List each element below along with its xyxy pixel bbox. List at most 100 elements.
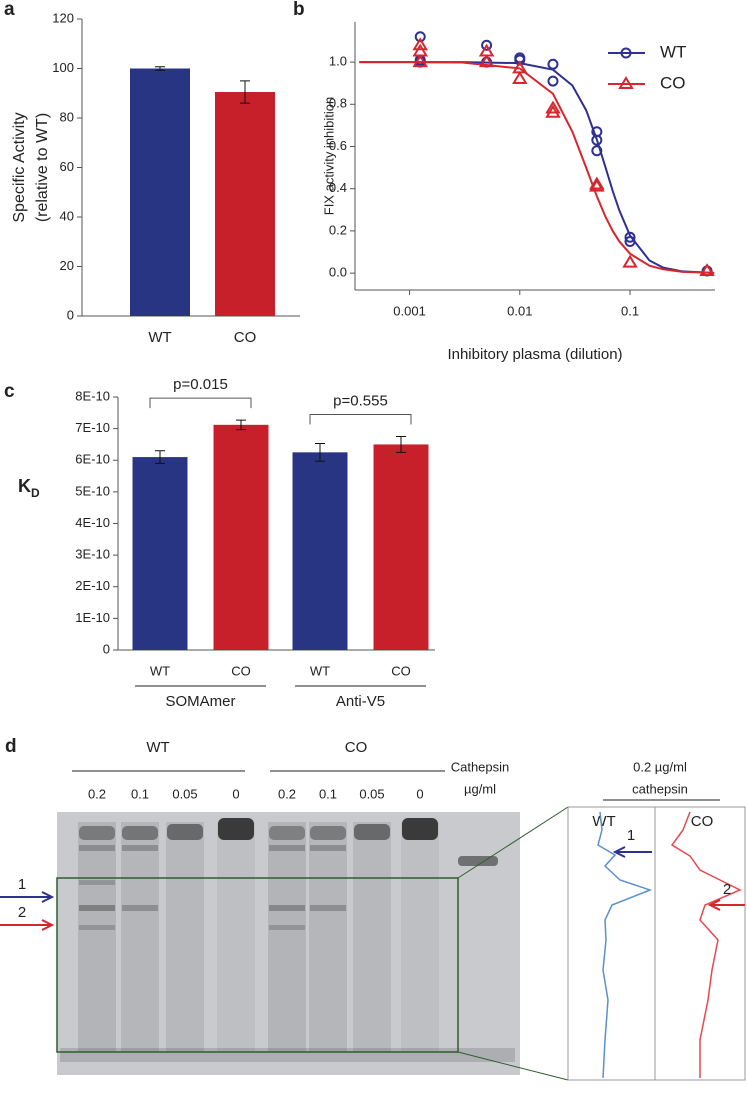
arrow <box>707 899 745 911</box>
unit-label: Cathepsin <box>451 759 510 774</box>
y-axis-title: Specific Activity <box>11 112 28 222</box>
y-tick-label: 0.8 <box>329 96 347 111</box>
y-tick-label: 80 <box>60 109 74 124</box>
y-tick-label: 7E-10 <box>75 420 110 435</box>
arrow-label: 2 <box>723 881 731 898</box>
x-axis-title: Inhibitory plasma (dilution) <box>447 346 622 363</box>
panel-label: c <box>4 381 15 402</box>
bracket <box>309 414 412 425</box>
arrow-label: 1 <box>627 827 635 844</box>
y-tick-label: 0 <box>67 307 74 322</box>
group-label: WT <box>146 739 169 756</box>
bar <box>373 444 429 650</box>
lane-label: 0 <box>416 786 423 801</box>
error-bar <box>315 442 325 462</box>
data-point <box>624 235 636 247</box>
y-tick-label: 0 <box>103 641 110 656</box>
legend-label: CO <box>660 73 686 92</box>
y-axis-title: (relative to WT) <box>34 113 51 222</box>
data-point <box>547 75 559 87</box>
data-point <box>589 176 605 190</box>
inset-title: cathepsin <box>632 781 688 796</box>
x-tick-label: CO <box>231 663 251 678</box>
x-tick-label: CO <box>391 663 411 678</box>
arrow <box>0 891 55 903</box>
bracket <box>149 397 252 409</box>
legend-label: WT <box>660 42 686 61</box>
y-tick-label: 1E-10 <box>75 610 110 625</box>
data-point <box>545 104 561 118</box>
y-axis-title: K <box>18 476 31 496</box>
bar <box>215 92 275 316</box>
bar <box>213 424 269 650</box>
data-point <box>481 39 493 51</box>
data-point <box>414 31 426 43</box>
inset-box <box>567 806 746 1081</box>
x-tick-label: WT <box>150 663 170 678</box>
arrow <box>612 846 652 858</box>
y-tick-label: 2E-10 <box>75 578 110 593</box>
panel-label: b <box>293 0 305 20</box>
lane-label: 0.1 <box>319 786 337 801</box>
lane-label: 0 <box>232 786 239 801</box>
error-bar <box>240 80 250 104</box>
x-tick-label: WT <box>310 663 330 678</box>
error-bar <box>396 436 406 453</box>
x-tick-label: 0.1 <box>621 303 639 318</box>
fit-line <box>359 61 715 274</box>
gel-bands <box>60 818 515 1062</box>
legend-marker <box>620 47 632 59</box>
data-point <box>591 134 603 146</box>
arrow <box>0 919 55 931</box>
y-tick-label: 1.0 <box>329 54 347 69</box>
data-point <box>478 54 495 68</box>
y-tick-label: 5E-10 <box>75 483 110 498</box>
y-tick-label: 60 <box>60 159 74 174</box>
data-point <box>624 231 636 243</box>
y-tick-label: 120 <box>52 10 74 25</box>
error-bar <box>236 419 246 431</box>
y-tick-label: 100 <box>52 60 74 75</box>
lane-label: 0.05 <box>359 786 384 801</box>
data-point <box>547 58 559 70</box>
bar <box>292 452 348 650</box>
group-label: SOMAmer <box>165 693 235 710</box>
lane-label: 0.2 <box>88 786 106 801</box>
p-value: p=0.555 <box>333 393 388 410</box>
y-tick-label: 40 <box>60 208 74 223</box>
data-point <box>589 178 605 192</box>
y-tick-label: 0.0 <box>329 265 347 280</box>
data-point <box>412 54 429 68</box>
y-tick-label: 0.6 <box>329 138 347 153</box>
data-point <box>545 100 561 114</box>
inset-column: WT <box>592 813 615 830</box>
y-tick-label: 3E-10 <box>75 547 110 562</box>
data-point <box>412 37 429 51</box>
panel-label: a <box>4 0 15 20</box>
zoom-line <box>457 1051 569 1081</box>
y-tick-label: 20 <box>60 258 74 273</box>
y-axis-title-sub: D <box>31 486 40 500</box>
data-point <box>699 263 715 277</box>
y-tick-label: 8E-10 <box>75 388 110 403</box>
arrow-label: 1 <box>18 876 26 893</box>
fit-line <box>359 61 715 274</box>
data-point <box>514 54 526 66</box>
data-point <box>622 254 638 268</box>
density-trace <box>670 811 742 1078</box>
density-trace <box>597 811 653 1079</box>
error-bar <box>155 66 165 71</box>
group-label: CO <box>345 739 368 756</box>
inset-column: CO <box>691 813 714 830</box>
legend-marker <box>618 76 634 89</box>
arrow-label: 2 <box>18 904 26 921</box>
y-tick-label: 0.2 <box>329 222 347 237</box>
y-tick-label: 0.4 <box>329 180 347 195</box>
x-tick-label: WT <box>148 329 171 346</box>
data-point <box>512 71 528 84</box>
zoom-line <box>457 806 569 879</box>
lane-label: 0.05 <box>172 786 197 801</box>
lane-label: 0.2 <box>278 786 296 801</box>
data-point <box>591 145 603 157</box>
group-label: Anti-V5 <box>336 693 385 710</box>
